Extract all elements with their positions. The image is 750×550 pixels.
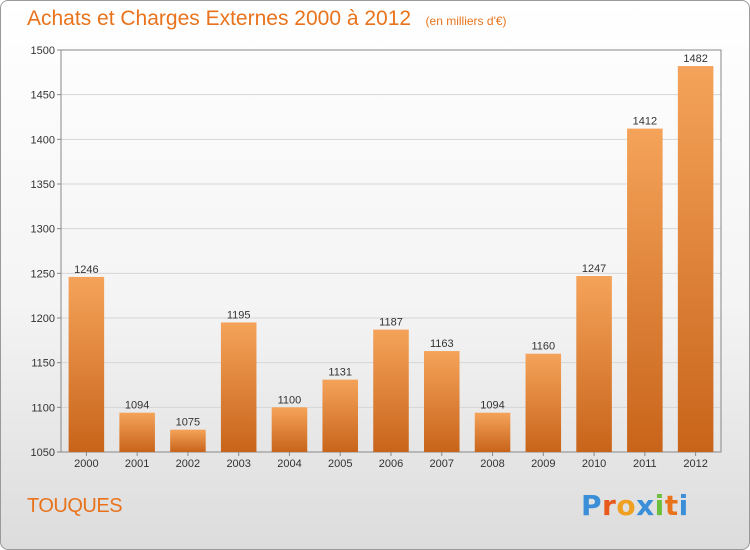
bar-2006 <box>373 329 409 452</box>
y-tick-label: 1400 <box>31 134 55 146</box>
data-labels: 1246 1094 1075 1195 1100 1131 1187 1163 1094 1160… <box>74 53 708 429</box>
bar-2005 <box>322 379 358 452</box>
town-name: TOUQUES <box>27 495 123 517</box>
y-axis: 1050 1100 1150 1200 1250 1300 1350 1400 1450 1500 <box>31 45 61 459</box>
logo-letter: i <box>654 489 665 522</box>
x-tick-label: 2001 <box>125 458 149 470</box>
y-tick-label: 1450 <box>31 90 55 102</box>
y-tick-label: 1100 <box>31 402 55 414</box>
logo-letter: x <box>636 489 655 522</box>
data-label-2010: 1247 <box>582 263 606 275</box>
bar-2009 <box>525 353 562 452</box>
bar-2012 <box>677 66 714 452</box>
y-tick-label: 1500 <box>31 45 55 57</box>
title-row: Achats et Charges Externes 2000 à 2012 (… <box>27 7 507 31</box>
x-tick-label: 2004 <box>277 458 301 470</box>
logo-letter: P <box>581 489 603 522</box>
x-tick-label: 2002 <box>176 458 200 470</box>
bars <box>68 66 714 452</box>
data-label-2011: 1412 <box>633 116 657 128</box>
logo-letter: i <box>678 489 689 522</box>
bar-2004 <box>271 407 308 452</box>
logo-letter: r <box>602 489 617 522</box>
bar-2000 <box>68 276 105 452</box>
x-tick-label: 2010 <box>582 458 606 470</box>
data-label-2012: 1482 <box>683 53 707 65</box>
y-tick-label: 1200 <box>31 313 55 325</box>
data-label-2001: 1094 <box>125 400 149 412</box>
data-label-2004: 1100 <box>278 394 302 406</box>
y-tick-label: 1050 <box>31 447 55 459</box>
data-label-2006: 1187 <box>379 317 403 329</box>
x-tick-label: 2008 <box>480 458 504 470</box>
data-label-2003: 1195 <box>227 309 251 321</box>
y-tick-label: 1350 <box>31 179 55 191</box>
x-axis: 2000 2001 2002 2003 2004 2005 2006 2007 2008 2009… <box>74 452 708 470</box>
y-tick-label: 1150 <box>31 358 55 370</box>
bar-2007 <box>424 351 460 452</box>
data-label-2000: 1246 <box>74 264 98 276</box>
x-tick-label: 2005 <box>328 458 352 470</box>
x-tick-label: 2003 <box>226 458 250 470</box>
logo-letter: t <box>664 489 679 522</box>
data-label-2005: 1131 <box>328 367 352 379</box>
x-tick-label: 2011 <box>633 458 657 470</box>
bar-2008 <box>474 412 511 452</box>
data-label-2009: 1160 <box>531 341 555 353</box>
proxiti-logo: Proxiti <box>581 489 689 522</box>
data-label-2002: 1075 <box>176 417 200 429</box>
y-tick-label: 1250 <box>31 268 55 280</box>
data-label-2007: 1163 <box>430 338 454 350</box>
data-label-2008: 1094 <box>480 400 504 412</box>
bar-2010 <box>576 276 612 452</box>
bar-2002 <box>170 429 206 452</box>
x-tick-label: 2000 <box>74 458 98 470</box>
bar-2011 <box>627 128 663 452</box>
x-tick-label: 2009 <box>531 458 555 470</box>
x-tick-label: 2012 <box>683 458 707 470</box>
logo-letter: o <box>616 489 637 522</box>
bar-2001 <box>119 412 155 452</box>
chart-title: Achats et Charges Externes 2000 à 2012 <box>27 7 412 30</box>
x-tick-label: 2006 <box>379 458 403 470</box>
y-tick-label: 1300 <box>31 224 55 236</box>
chart-unit: (en milliers d'€) <box>425 14 507 28</box>
x-tick-label: 2007 <box>430 458 454 470</box>
bar-2003 <box>220 322 257 452</box>
